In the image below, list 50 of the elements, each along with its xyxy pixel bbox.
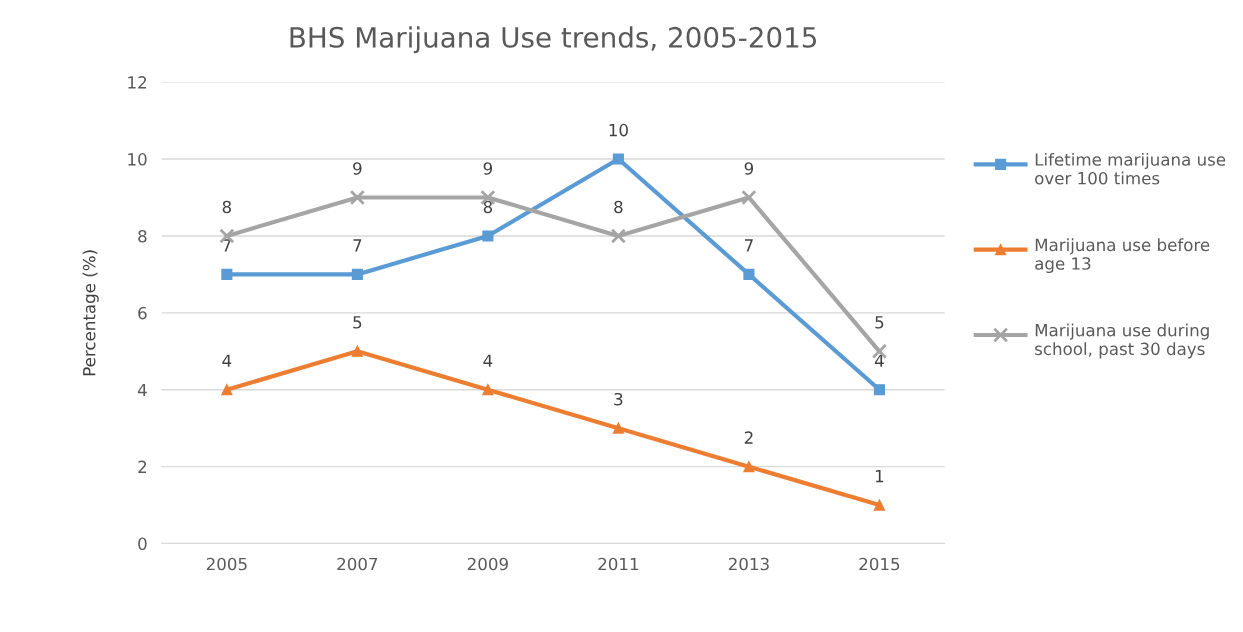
data-label: 1 xyxy=(875,470,884,483)
y-tick-label: 2 xyxy=(138,460,147,473)
chart-title: BHS Marijuana Use trends, 2005-2015 xyxy=(290,26,817,54)
data-label: 3 xyxy=(614,392,623,406)
data-label: 5 xyxy=(875,316,884,329)
y-tick-label: 8 xyxy=(138,229,147,243)
legend-label: Lifetime marijuana use over 100 times xyxy=(1035,152,1226,185)
point xyxy=(482,384,494,396)
data-label: 2 xyxy=(744,431,753,444)
y-tick-label: 6 xyxy=(138,306,147,320)
y-tick-label: 12 xyxy=(128,76,147,89)
y-tick-label: 4 xyxy=(137,383,147,397)
legend-label: Marijuana use before age 13 xyxy=(1035,238,1210,274)
y-axis-title: Percentage (%) xyxy=(82,250,99,376)
point xyxy=(873,499,885,511)
x-tick-label: 2015 xyxy=(859,557,900,571)
point xyxy=(349,189,365,206)
point xyxy=(612,153,624,165)
data-label: 10 xyxy=(609,123,628,137)
point xyxy=(482,230,494,242)
legend-label: Marijuana use during school, past 30 days xyxy=(1035,323,1209,359)
point xyxy=(741,189,757,206)
data-label: 4 xyxy=(222,354,232,367)
data-label: 8 xyxy=(222,200,232,214)
point xyxy=(610,228,627,244)
x-tick-label: 2013 xyxy=(728,557,769,571)
y-tick-label: 10 xyxy=(128,153,147,166)
data-label: 4 xyxy=(483,354,493,367)
y-tick-label: 0 xyxy=(138,537,147,551)
data-label: 9 xyxy=(353,162,362,175)
point xyxy=(221,384,233,396)
data-label: 7 xyxy=(353,239,362,252)
point xyxy=(351,345,363,357)
point xyxy=(221,268,233,280)
data-label: 7 xyxy=(744,239,753,252)
point xyxy=(351,268,363,280)
data-label: 4 xyxy=(874,354,884,367)
x-tick-label: 2009 xyxy=(467,557,508,571)
data-label: 5 xyxy=(353,316,362,329)
x-tick-label: 2011 xyxy=(598,557,639,571)
data-label: 8 xyxy=(483,200,493,214)
point xyxy=(612,422,624,434)
x-tick-label: 2007 xyxy=(337,557,378,571)
x-tick-label: 2005 xyxy=(206,557,247,571)
data-label: 9 xyxy=(744,162,754,175)
data-label: 9 xyxy=(483,162,493,175)
point xyxy=(743,268,755,280)
point xyxy=(743,461,755,473)
data-label: 8 xyxy=(614,200,623,214)
point xyxy=(873,384,885,396)
